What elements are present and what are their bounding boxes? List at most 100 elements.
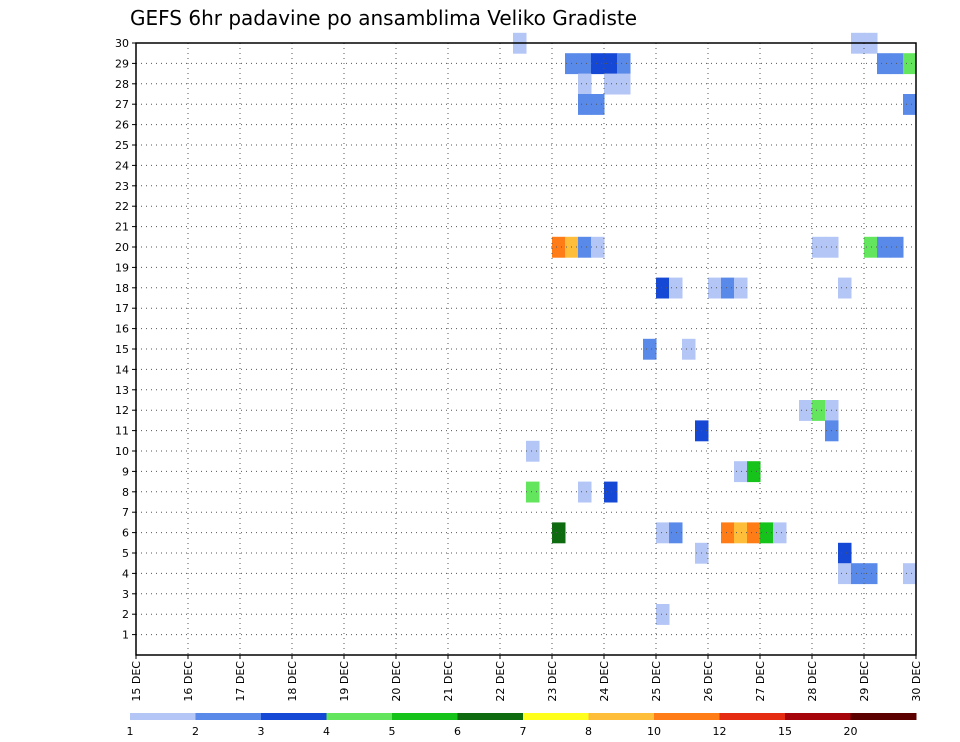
x-axis: 15 DEC 16 DEC 17 DEC 18 DEC 19 DEC 20 DEC 21 D… <box>130 655 923 702</box>
precip-cell <box>552 522 566 544</box>
x-tick-label: 23 DEC <box>546 661 559 702</box>
precip-cell <box>838 277 852 299</box>
legend-label: 6 <box>454 725 461 738</box>
y-tick-label: 14 <box>115 363 129 376</box>
x-tick-label: 28 DEC <box>806 661 819 702</box>
precip-cell <box>812 236 826 258</box>
precip-cell <box>656 522 670 544</box>
precip-cell <box>682 338 696 360</box>
y-tick-label: 24 <box>115 159 129 172</box>
y-tick-label: 22 <box>115 200 129 213</box>
y-tick-label: 8 <box>122 486 129 499</box>
precip-cell <box>734 522 748 544</box>
precip-cell <box>708 277 722 299</box>
y-tick-label: 29 <box>115 57 129 70</box>
precip-cell <box>747 522 761 544</box>
y-tick-label: 15 <box>115 343 129 356</box>
y-tick-label: 13 <box>115 384 129 397</box>
precip-cell <box>552 236 566 258</box>
legend-label: 4 <box>323 725 330 738</box>
x-tick-label: 25 DEC <box>650 661 663 702</box>
precip-cell <box>877 236 891 258</box>
x-tick-label: 17 DEC <box>234 661 247 702</box>
precip-cell <box>643 338 657 360</box>
precip-cell <box>864 236 878 258</box>
precip-cell <box>903 563 917 585</box>
y-tick-label: 4 <box>122 567 129 580</box>
y-tick-label: 30 <box>115 37 129 50</box>
precip-cell <box>903 53 917 75</box>
precip-cell <box>721 522 735 544</box>
y-tick-label: 17 <box>115 302 129 315</box>
y-tick-label: 10 <box>115 445 129 458</box>
y-tick-label: 23 <box>115 180 129 193</box>
precip-cell <box>617 73 631 95</box>
legend-label: 7 <box>520 725 527 738</box>
legend-swatch <box>457 713 524 720</box>
precip-cell <box>734 461 748 483</box>
precip-cell <box>591 94 605 115</box>
legend-label: 15 <box>778 725 792 738</box>
legend-label: 12 <box>713 725 727 738</box>
precip-cell <box>604 73 618 95</box>
precip-cell <box>578 73 592 95</box>
legend-label: 20 <box>844 725 858 738</box>
precip-cell <box>877 53 891 75</box>
precip-cell <box>591 236 605 258</box>
legend-swatch <box>785 713 851 720</box>
y-tick-label: 6 <box>122 527 129 540</box>
y-tick-label: 28 <box>115 78 129 91</box>
precip-cell <box>773 522 787 544</box>
grid-lines <box>136 43 916 655</box>
x-tick-label: 19 DEC <box>338 661 351 702</box>
precip-cell <box>838 542 852 564</box>
legend-swatch <box>392 713 458 720</box>
precip-cell <box>617 53 631 75</box>
legend-swatch <box>588 713 655 720</box>
y-tick-label: 16 <box>115 323 129 336</box>
y-tick-label: 1 <box>122 629 129 642</box>
y-tick-label: 12 <box>115 404 129 417</box>
x-tick-label: 15 DEC <box>130 661 143 702</box>
heatmap-cells <box>513 32 917 625</box>
precip-cell <box>799 400 813 421</box>
x-tick-label: 22 DEC <box>494 661 507 702</box>
y-tick-label: 27 <box>115 98 129 111</box>
legend-swatch <box>130 713 196 720</box>
precip-cell <box>526 481 540 503</box>
y-tick-label: 3 <box>122 588 129 601</box>
legend-label: 10 <box>647 725 661 738</box>
precip-cell <box>578 53 592 75</box>
y-tick-label: 20 <box>115 241 129 254</box>
y-tick-label: 18 <box>115 282 129 295</box>
y-tick-label: 19 <box>115 261 129 274</box>
precip-cell <box>604 481 618 503</box>
precip-cell <box>903 94 917 115</box>
y-tick-label: 26 <box>115 119 129 132</box>
x-tick-label: 18 DEC <box>286 661 299 702</box>
legend-label: 3 <box>258 725 265 738</box>
y-tick-label: 21 <box>115 221 129 234</box>
precip-cell <box>526 440 540 462</box>
legend-label: 8 <box>585 725 592 738</box>
precip-cell <box>838 563 852 585</box>
precip-cell <box>851 563 865 585</box>
y-tick-label: 5 <box>122 547 129 560</box>
legend-swatch <box>850 713 917 720</box>
legend-swatch <box>654 713 720 720</box>
x-tick-label: 26 DEC <box>702 661 715 702</box>
precip-cell <box>656 604 670 625</box>
precip-cell <box>864 563 878 585</box>
precip-cell <box>721 277 735 299</box>
color-legend: 1 2 3 4 5 6 7 8 10 12 15 20 <box>127 713 917 738</box>
legend-label: 1 <box>127 725 134 738</box>
x-tick-label: 24 DEC <box>598 661 611 702</box>
y-tick-label: 11 <box>115 425 129 438</box>
x-tick-label: 21 DEC <box>442 661 455 702</box>
y-axis: 1234567891011121314151617181920212223242… <box>115 37 136 642</box>
y-tick-label: 7 <box>122 506 129 519</box>
precip-cell <box>578 94 592 115</box>
precip-cell <box>591 53 605 75</box>
legend-label: 5 <box>389 725 396 738</box>
